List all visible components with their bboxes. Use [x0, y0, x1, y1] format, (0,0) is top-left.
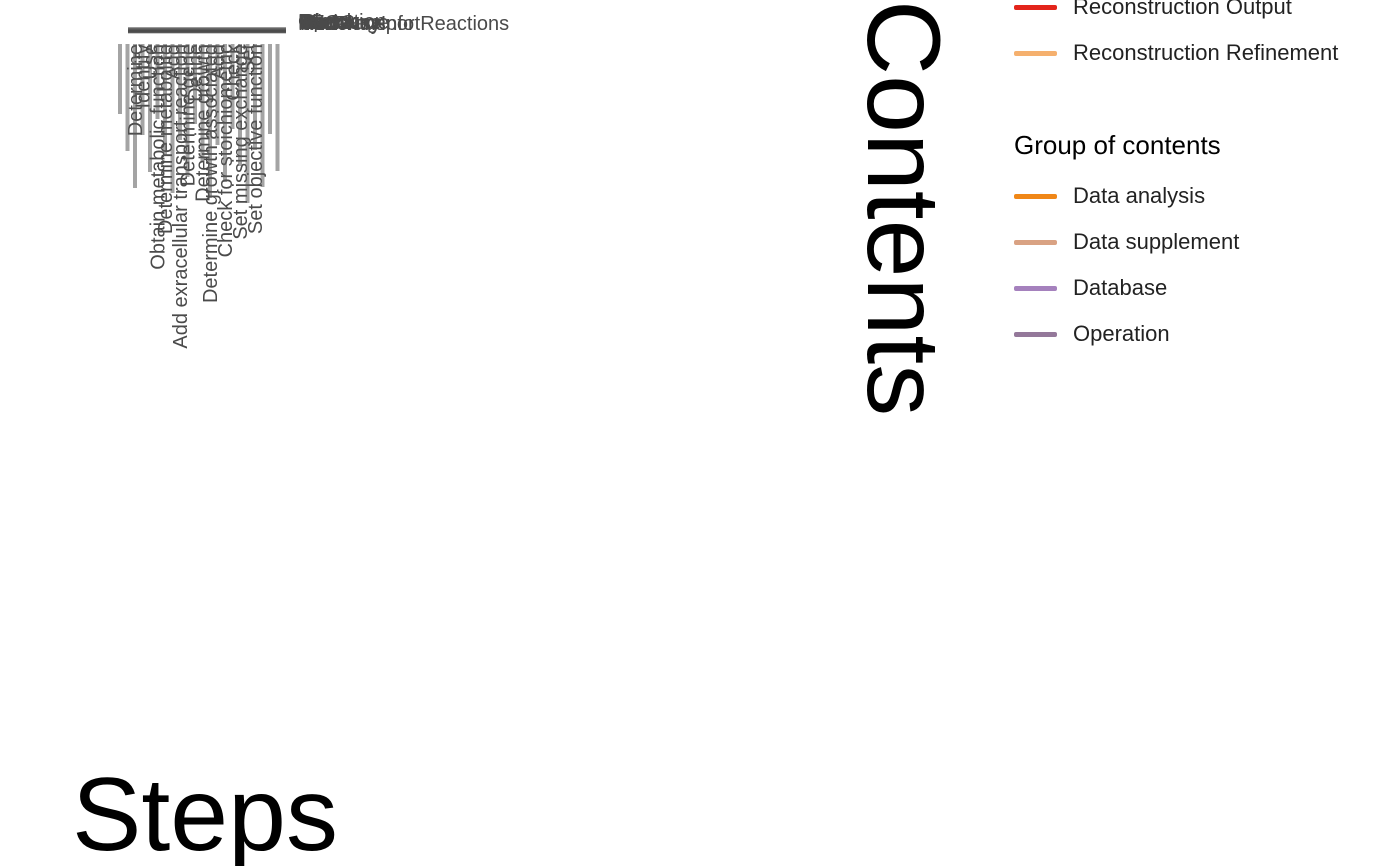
- overlapping-label-mark: [148, 44, 152, 172]
- overlapping-label-mark: [155, 44, 160, 119]
- overlapping-label-mark: [200, 44, 205, 161]
- overlapping-label-mark: [215, 44, 220, 145]
- y-tick-label: Operation: [298, 11, 386, 33]
- legend-key: [1014, 5, 1057, 10]
- overlapping-label-mark: [260, 44, 265, 187]
- legend-label: Operation: [1073, 321, 1170, 346]
- chart-area: DetermineIdentifyUseObtain metabolic fun…: [72, 0, 961, 866]
- overlapping-label-mark: [140, 44, 145, 135]
- overlapping-label-mark: [178, 44, 182, 140]
- overlapping-label-mark: [125, 44, 130, 151]
- legend-key: [1014, 286, 1057, 291]
- overlapping-label-mark: [163, 44, 167, 156]
- legend-key: [1014, 194, 1057, 199]
- overlapping-label-mark: [230, 44, 235, 129]
- y-tick-label: Check: [300, 11, 358, 33]
- y-tick-label: PathwayInfo: [304, 13, 414, 35]
- legend-item: Reconstruction Refinement: [1014, 38, 1384, 68]
- y-tick-label: P: [300, 12, 313, 34]
- x-tick-labels: DetermineIdentifyUseObtain metabolic fun…: [118, 43, 280, 349]
- overlapping-label-mark: [253, 44, 257, 150]
- legend-item: Database: [1014, 273, 1384, 303]
- y-tick-label: Gene: [302, 12, 351, 34]
- overlapping-label-mark: [208, 44, 212, 198]
- legend-item: Data supplement: [1014, 227, 1384, 257]
- y-tick-label: P: [298, 11, 311, 33]
- x-axis-title: Steps: [72, 757, 338, 866]
- y-tick-label: Exchange: [300, 12, 389, 34]
- overlapping-label-mark: [268, 44, 272, 134]
- legend-label: Reconstruction Output: [1073, 0, 1292, 19]
- y-axis-title: Contents: [845, 0, 961, 416]
- y-tick-labels: PPTKKEGGRxnBioBiomassModelCheckGenePathw…: [128, 11, 509, 35]
- legend-key: [1014, 51, 1057, 56]
- y-tick-label: T: [302, 13, 314, 35]
- y-tick-label: Bio: [302, 11, 331, 33]
- overlapping-label-mark: [238, 44, 242, 166]
- y-tick-label: KEGG: [298, 12, 356, 34]
- legend-key: [1014, 240, 1057, 245]
- overlapping-label-mark: [275, 44, 280, 171]
- legend-item: Data analysis: [1014, 181, 1384, 211]
- y-tick-label: Biomass: [304, 12, 381, 34]
- legend-item: Operation: [1014, 319, 1384, 349]
- legend: Reconstruction Output Reconstruction Refi…: [1014, 0, 1394, 866]
- legend-label: Data analysis: [1073, 183, 1206, 208]
- legend-label: Reconstruction Refinement: [1073, 40, 1339, 65]
- chart-svg: DetermineIdentifyUseObtain metabolic fun…: [72, 0, 961, 866]
- overlapping-label-mark: [185, 44, 190, 177]
- overlapping-label-mark: [118, 44, 122, 114]
- overlapping-label-mark: [193, 44, 197, 124]
- overlapping-label-mark: [223, 44, 227, 182]
- legend-title: Group of contents: [1014, 130, 1221, 160]
- overlapping-label-mark: [170, 44, 175, 193]
- y-tick-label: K: [304, 11, 318, 33]
- y-tick-label: addTransportReactions: [302, 13, 509, 35]
- legend-label: Data supplement: [1073, 229, 1240, 254]
- legend-key: [1014, 332, 1057, 337]
- y-tick-label: Rxn: [300, 13, 336, 35]
- overlapping-label-mark: [133, 44, 137, 188]
- legend-label: Database: [1073, 275, 1168, 300]
- legend-item: Reconstruction Output: [1014, 0, 1384, 22]
- overlapping-label-mark: [245, 44, 250, 203]
- y-tick-label: Model: [298, 13, 352, 35]
